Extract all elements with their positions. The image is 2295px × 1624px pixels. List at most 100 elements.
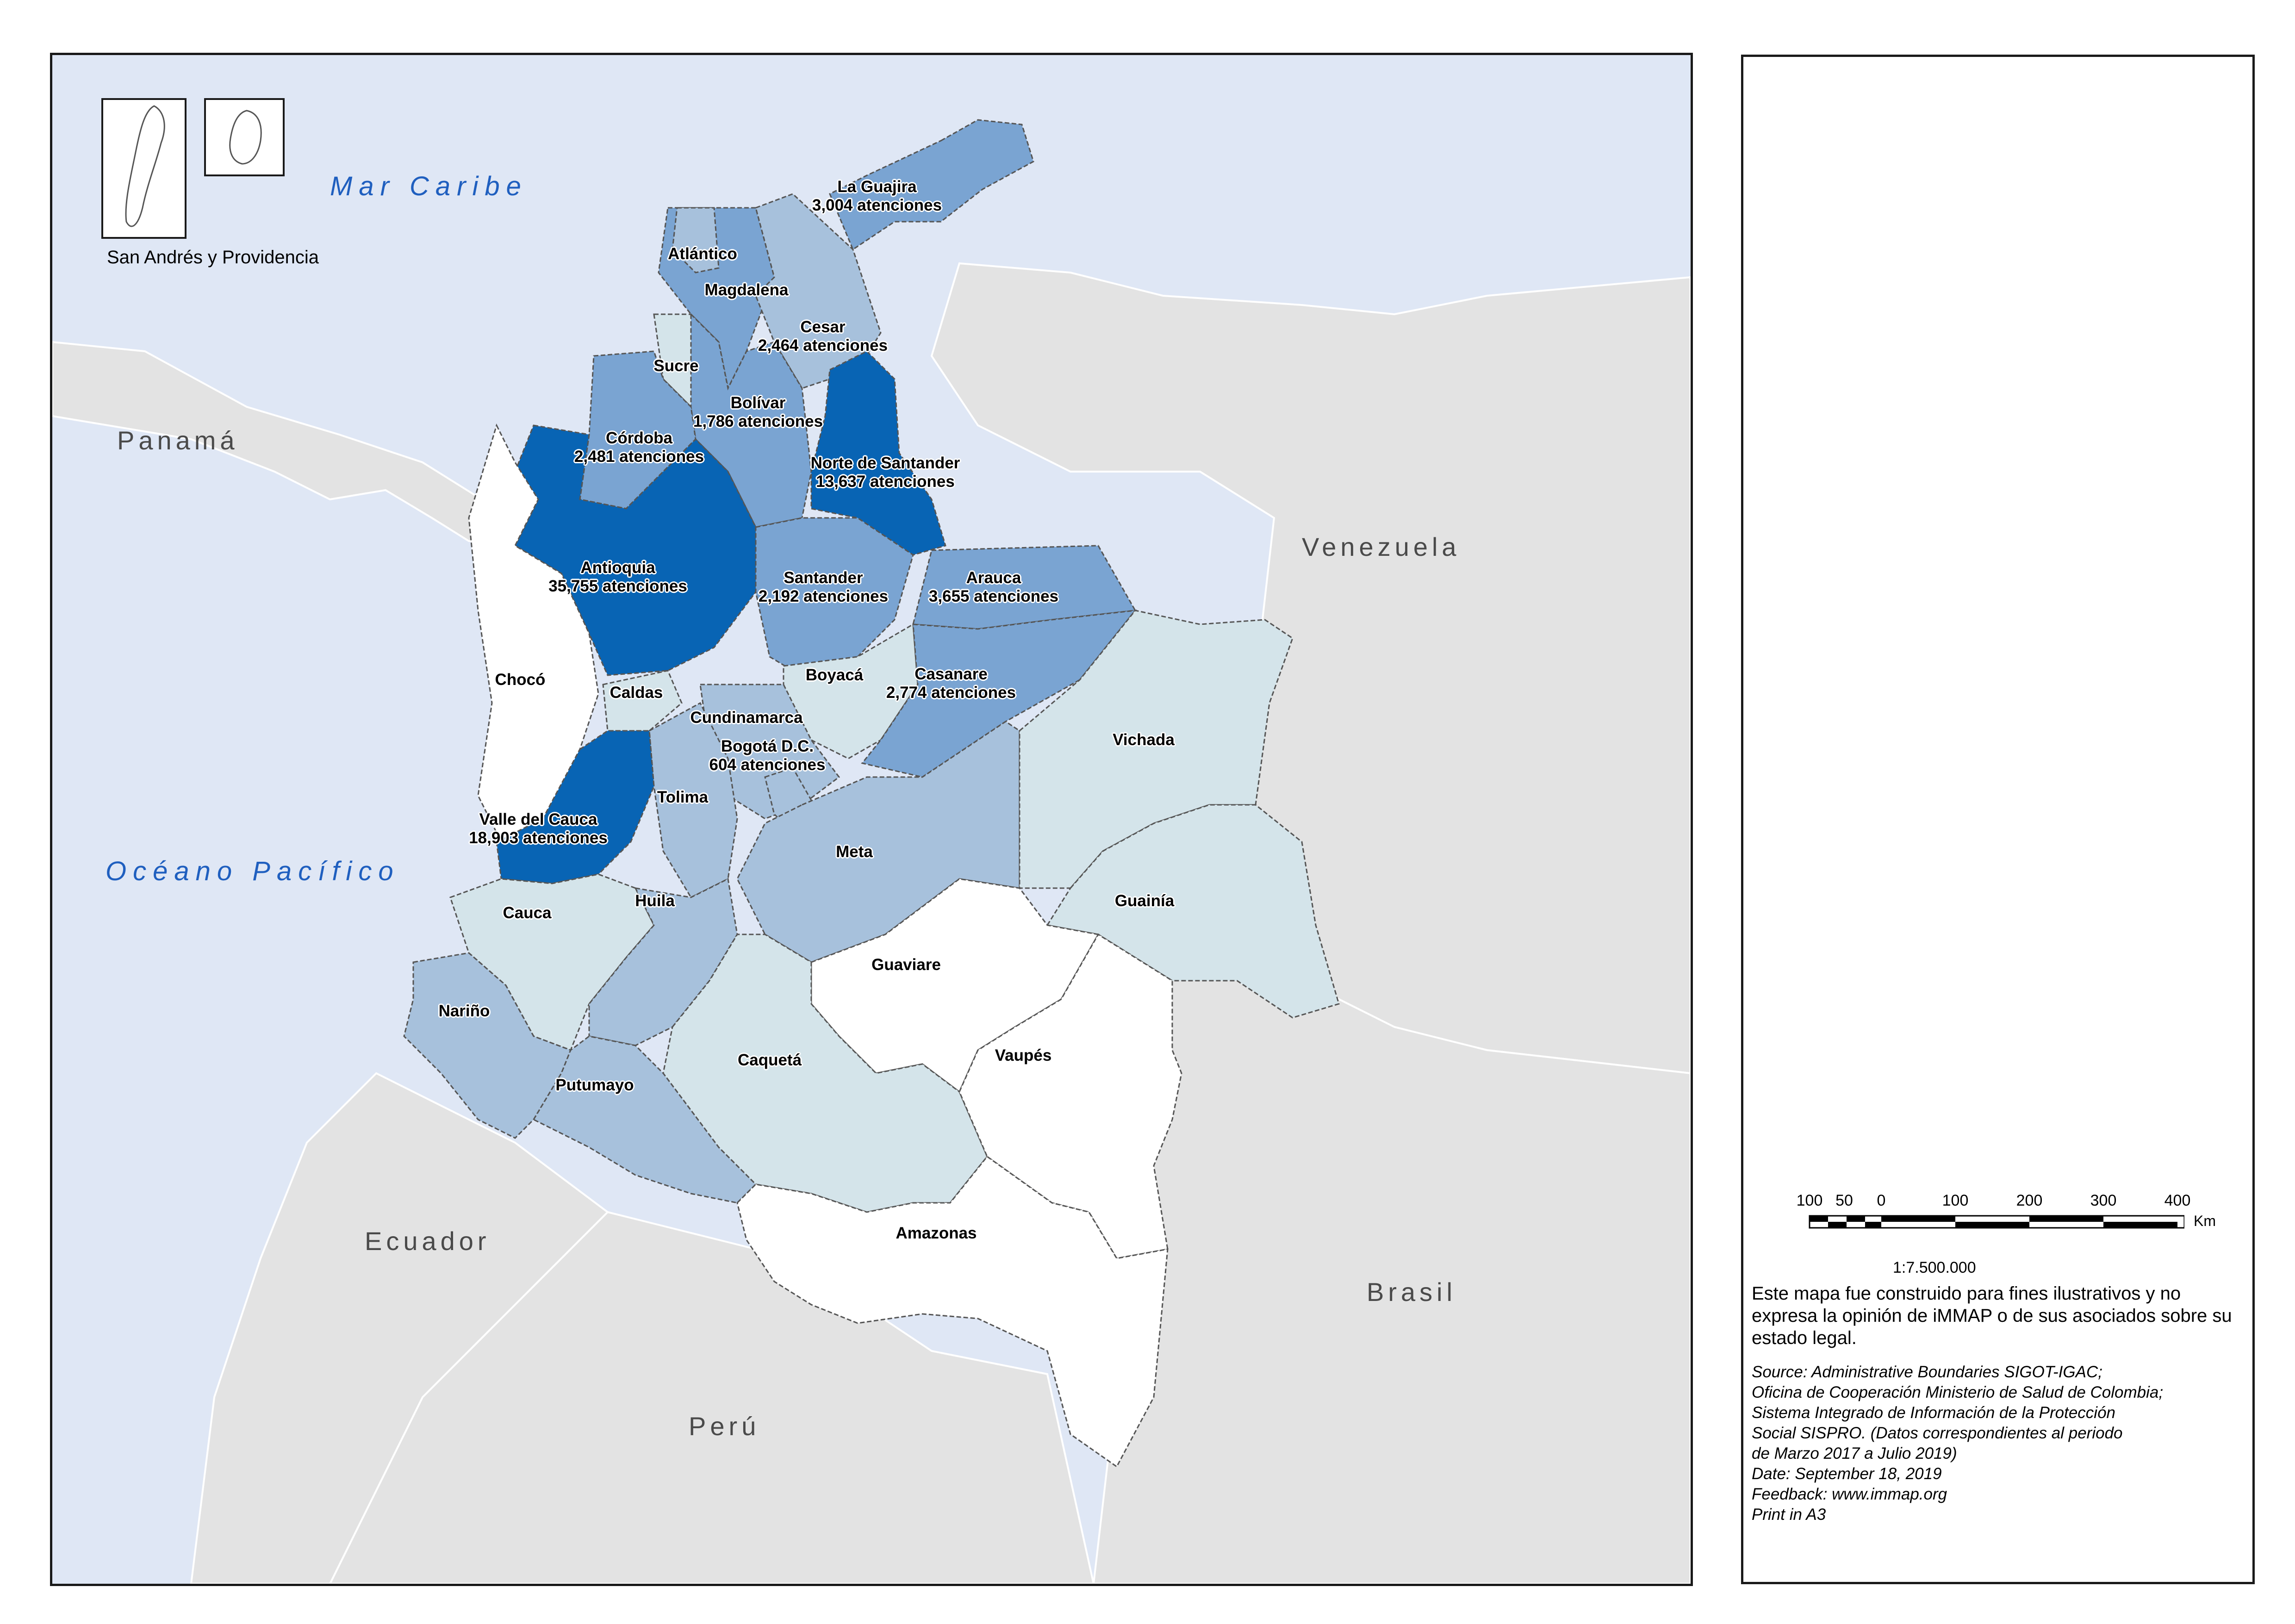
dept-value: 2,464 atenciones	[758, 336, 888, 355]
label-guainia: Guainía	[1115, 892, 1174, 910]
scale-bar	[1809, 1215, 2184, 1229]
scale-tick-label: 100	[1796, 1192, 1823, 1209]
label-atlantico: Atlántico	[668, 245, 737, 263]
dept-name: Bolívar	[730, 394, 786, 412]
label-amazonas: Amazonas	[896, 1224, 976, 1243]
dept-atlantico	[672, 207, 720, 274]
label-bolivar: Bolívar 1,786 atenciones	[693, 394, 823, 431]
label-valle-del-cauca: Valle del Cauca 18,903 atenciones	[469, 810, 608, 847]
dept-name: Arauca	[966, 569, 1021, 587]
dept-huila	[588, 877, 738, 1046]
dept-amazonas	[736, 1155, 1169, 1468]
dept-name: Cesar	[800, 318, 846, 336]
dept-value: 13,637 atenciones	[816, 473, 955, 491]
country-label-brasil: Brasil	[1367, 1277, 1457, 1307]
scale-tick-label: 400	[2164, 1192, 2191, 1209]
dept-name: Huila	[635, 892, 675, 910]
label-cesar: Cesar 2,464 atenciones	[758, 318, 888, 355]
dept-name: Antioquia	[580, 559, 655, 577]
dept-name: Casanare	[914, 665, 988, 683]
dept-vichada	[1019, 610, 1294, 889]
country-label-venezuela: Venezuela	[1302, 532, 1461, 561]
country-label-ecuador: Ecuador	[365, 1226, 491, 1256]
dept-name: Amazonas	[896, 1224, 977, 1242]
sea-label-pacific: Océano Pacífico	[106, 856, 400, 886]
label-la-guajira: La Guajira 3,004 atenciones	[812, 178, 942, 215]
dept-name: Tolima	[657, 788, 709, 806]
label-caqueta: Caquetá	[738, 1051, 802, 1070]
dept-value: 35,755 atenciones	[548, 577, 687, 595]
sea-label-caribbean: Mar Caribe	[330, 171, 528, 201]
label-cordoba: Córdoba 2,481 atenciones	[574, 429, 704, 466]
label-caldas: Caldas	[610, 684, 663, 702]
label-vichada: Vichada	[1113, 731, 1175, 749]
label-antioquia: Antioquia 35,755 atenciones	[548, 559, 687, 596]
dept-name: Córdoba	[606, 429, 672, 447]
label-arauca: Arauca 3,655 atenciones	[929, 569, 1058, 606]
dept-name: Atlántico	[668, 245, 737, 263]
dept-name: Bogotá D.C.	[721, 737, 814, 755]
dept-name: Guainía	[1114, 892, 1175, 910]
scale-tick-label: 300	[2090, 1192, 2117, 1209]
disclaimer-text: Este mapa fue construido para fines ilus…	[1752, 1283, 2232, 1348]
scale-tick-label: 0	[1877, 1192, 1886, 1209]
dept-vaupes	[958, 933, 1182, 1259]
dept-name: Cundinamarca	[690, 709, 803, 727]
source-line: Sistema Integrado de Información de la P…	[1752, 1404, 2115, 1422]
label-casanare: Casanare 2,774 atenciones	[886, 665, 1016, 702]
label-cauca: Cauca	[503, 904, 551, 922]
dept-arauca	[912, 545, 1137, 630]
dept-value: 18,903 atenciones	[469, 829, 608, 847]
scale-tick-label: 50	[1835, 1192, 1853, 1209]
dept-name: Santander	[784, 569, 863, 587]
map-canvas	[52, 98, 1691, 1584]
label-bogota: Bogotá D.C. 604 atenciones	[709, 737, 826, 774]
label-huila: Huila	[635, 892, 675, 910]
dept-name: Guaviare	[871, 956, 941, 974]
source-line: Source: Administrative Boundaries SIGOT-…	[1752, 1363, 2102, 1381]
label-tolima: Tolima	[657, 788, 708, 807]
source-line: Print in A3	[1752, 1506, 1826, 1524]
dept-name: Caldas	[610, 684, 663, 702]
scale-tick-label: 100	[1942, 1192, 1969, 1209]
dept-name: Caquetá	[737, 1051, 802, 1069]
label-narino: Nariño	[439, 1002, 490, 1020]
label-boyaca: Boyacá	[806, 666, 864, 684]
dept-name: Vaupés	[995, 1046, 1052, 1064]
dept-value: 604 atenciones	[709, 756, 826, 774]
dept-name: Nariño	[438, 1002, 490, 1020]
country-label-peru: Perú	[689, 1412, 760, 1441]
label-sucre: Sucre	[653, 357, 698, 375]
inset-label: San Andrés y Providencia	[107, 247, 319, 268]
dept-value: 3,004 atenciones	[812, 196, 942, 214]
source-line: Oficina de Cooperación Ministerio de Sal…	[1752, 1383, 2164, 1401]
country-label-panama: Panamá	[117, 426, 239, 455]
dept-name: Magdalena	[704, 281, 789, 299]
dept-caldas	[602, 670, 683, 732]
label-santander: Santander 2,192 atenciones	[759, 569, 888, 606]
dept-putumayo	[532, 1035, 757, 1204]
dept-name: Meta	[836, 843, 873, 861]
dept-name: Cauca	[503, 904, 552, 922]
dept-name: Sucre	[653, 357, 699, 375]
dept-name: Norte de Santander	[810, 454, 960, 472]
dept-name: Putumayo	[555, 1076, 634, 1094]
label-choco: Chocó	[495, 671, 546, 689]
dept-value: 2,192 atenciones	[758, 587, 889, 605]
source-line: Feedback: www.immap.org	[1752, 1485, 1947, 1503]
label-meta: Meta	[836, 843, 873, 861]
label-vaupes: Vaupés	[995, 1046, 1052, 1065]
legend-panel	[1741, 55, 2255, 1584]
dept-value: 2,481 atenciones	[574, 448, 704, 466]
dept-tolima	[648, 702, 738, 898]
label-guaviare: Guaviare	[871, 956, 941, 974]
dept-name: Valle del Cauca	[479, 810, 597, 828]
dept-santander	[755, 517, 914, 685]
dept-value: 1,786 atenciones	[693, 412, 823, 430]
dept-name: Vichada	[1113, 731, 1175, 749]
label-norte-de-santander: Norte de Santander 13,637 atenciones	[811, 454, 960, 491]
source-line: de Marzo 2017 a Julio 2019)	[1752, 1444, 1957, 1462]
map-frame: Mar Caribe Océano Pacífico Panamá Venezu…	[50, 53, 1693, 1586]
dept-value: 2,774 atenciones	[886, 684, 1016, 702]
scale-unit: Km	[2194, 1213, 2216, 1229]
